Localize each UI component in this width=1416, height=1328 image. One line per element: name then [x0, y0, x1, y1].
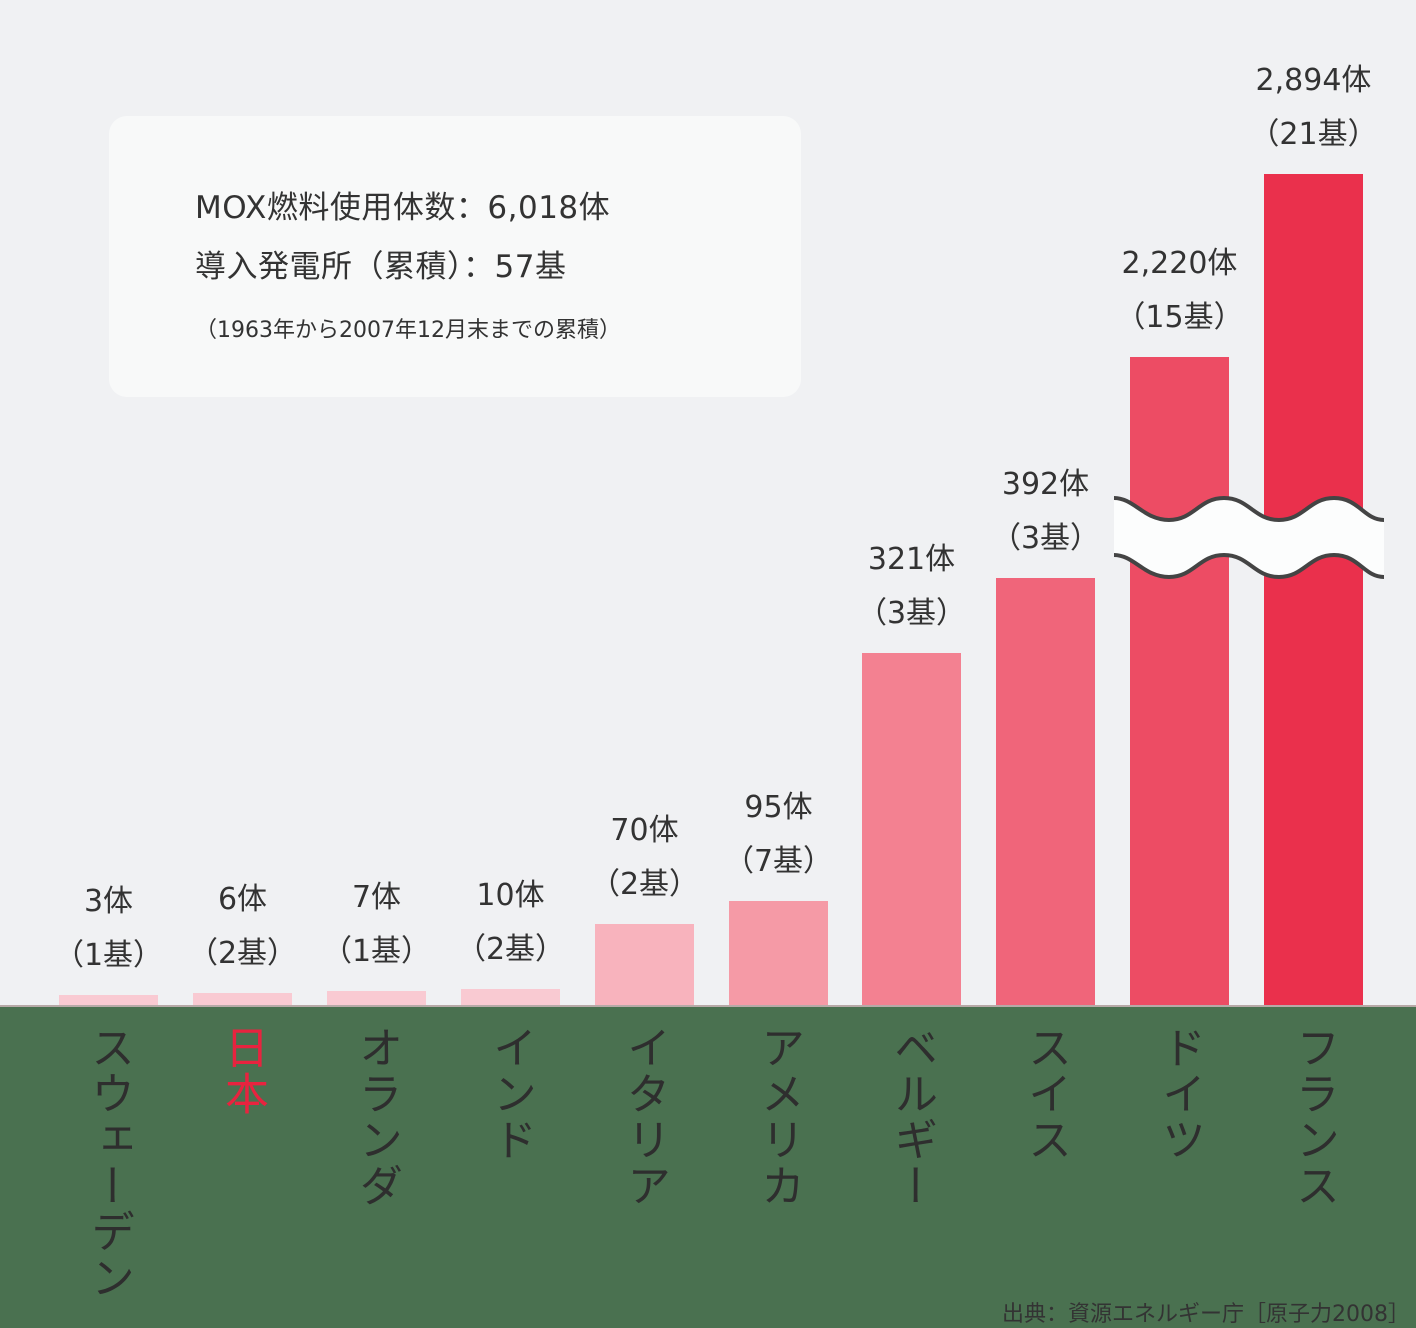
value-label: 2,894体 [1255, 63, 1372, 98]
bar-chart: 3体 （1基） 6体 （2基） 7体 （1基） 10体 （2基） 70体 （2基） 95体 （7基） 3… [29, 54, 1394, 1006]
units-label: （7基） [723, 844, 834, 879]
bar-data-label: 392体 （3基） [966, 458, 1126, 566]
bar-data-label: 2,894体 （21基） [1234, 54, 1394, 162]
value-label: 321体 [867, 542, 956, 577]
units-label: （3基） [990, 521, 1101, 556]
category-label: スイス [1020, 1025, 1071, 1163]
units-label: （21基） [1249, 117, 1378, 152]
category-label: アメリカ [753, 1025, 804, 1209]
category-label: フランス [1288, 1025, 1339, 1209]
baseline [0, 1005, 1416, 1007]
bar [1130, 357, 1229, 1006]
total-mox-count: MOX燃料使用体数：6,018体 [195, 190, 611, 226]
axis-break-icon [1114, 495, 1384, 580]
period-note: （1963年から2007年12月末までの累積） [195, 318, 621, 343]
bar-data-label: 321体 （3基） [832, 533, 992, 641]
category-label: ベルギー [886, 1025, 937, 1209]
units-label: （2基） [455, 932, 566, 967]
bar [595, 924, 694, 1006]
bar [1264, 174, 1363, 1006]
bar-data-label: 10体 （2基） [431, 869, 591, 977]
units-label: （15基） [1115, 300, 1244, 335]
source-note: 出典：資源エネルギー庁［原子力2008］ [1002, 1302, 1410, 1327]
units-label: （1基） [321, 934, 432, 969]
bar-data-label: 3体 （1基） [29, 875, 189, 983]
category-label: スウェーデン [83, 1025, 134, 1301]
value-label: 7体 [351, 880, 402, 915]
bar [996, 578, 1095, 1006]
units-label: （1基） [53, 938, 164, 973]
value-label: 392体 [1001, 467, 1090, 502]
category-label: 日本 [217, 1025, 268, 1117]
summary-box: MOX燃料使用体数：6,018体 導入発電所（累積）：57基 （1963年から2… [109, 116, 801, 397]
bar [729, 901, 828, 1006]
bar-data-label: 70体 （2基） [565, 804, 725, 912]
category-label: インド [485, 1025, 536, 1163]
bar-data-label: 7体 （1基） [297, 871, 457, 979]
total-plants: 導入発電所（累積）：57基 [195, 249, 567, 285]
value-label: 6体 [217, 882, 268, 917]
value-label: 95体 [744, 790, 813, 825]
category-label: ドイツ [1154, 1025, 1205, 1163]
units-label: （2基） [589, 867, 700, 902]
bar-data-label: 2,220体 （15基） [1100, 237, 1260, 345]
bar [327, 991, 426, 1006]
category-label: イタリア [619, 1025, 670, 1209]
value-label: 10体 [476, 878, 545, 913]
bar [862, 653, 961, 1006]
units-label: （2基） [187, 936, 298, 971]
value-label: 70体 [610, 813, 679, 848]
bar [59, 995, 158, 1006]
bar-data-label: 95体 （7基） [699, 781, 859, 889]
bar [461, 989, 560, 1006]
value-label: 3体 [83, 884, 134, 919]
units-label: （3基） [856, 596, 967, 631]
category-label: オランダ [351, 1025, 402, 1209]
bar-data-label: 6体 （2基） [163, 873, 323, 981]
category-axis-area [0, 1007, 1416, 1328]
value-label: 2,220体 [1121, 246, 1238, 281]
bar [193, 993, 292, 1006]
